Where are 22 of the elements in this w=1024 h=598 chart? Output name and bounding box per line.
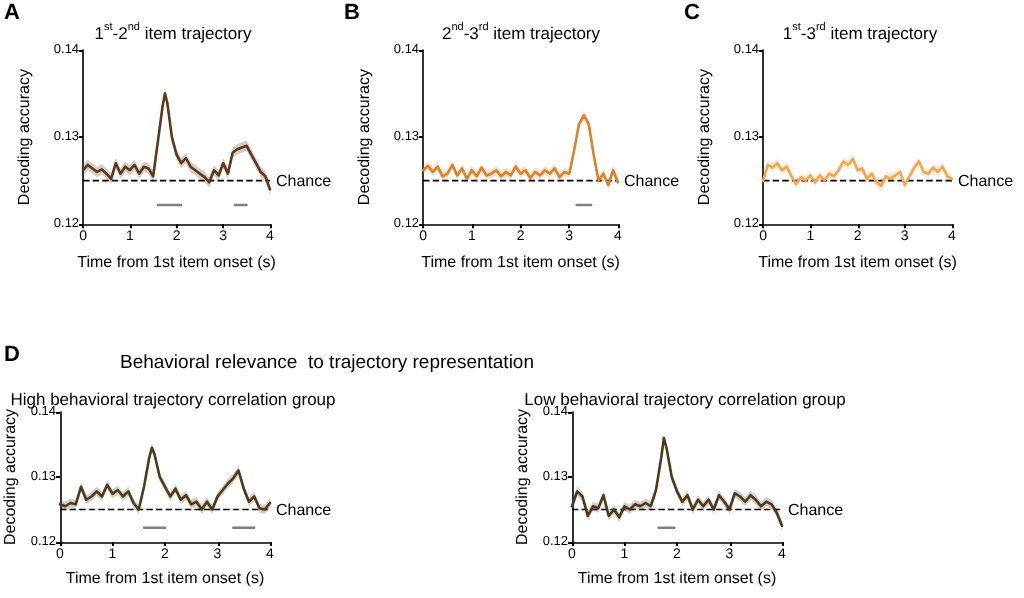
text: B [344,1,360,25]
y-axis-title: Decoding accuracy [695,69,713,206]
text: A [4,1,20,25]
x-axis-title: Time from 1st item onset (s) [65,569,265,587]
x-axis-title: Time from 1st item onset (s) [577,569,777,587]
chart-title: Low behavioral trajectory correlation group [524,389,847,409]
ref-line-label: Chance [276,171,333,190]
y-axis-title: Decoding accuracy [1,408,19,546]
x-axis-title: Time from 1st item onset (s) [758,253,958,271]
text: Behavioral relevance to trajectory representation [120,352,535,374]
y-axis-title: Decoding accuracy [513,408,531,546]
y-axis-title: Decoding accuracy [355,69,373,206]
text: D [4,343,20,367]
x-axis-title: Time from 1st item onset (s) [77,253,277,271]
x-axis-title: Time from 1st item onset (s) [421,253,621,271]
ref-line-label: Chance [788,500,845,519]
ref-line-label: Chance [624,171,681,190]
chart-title: High behavioral trajectory correlation group [10,389,337,409]
text: C [684,1,700,25]
ref-line-label: Chance [276,500,333,519]
ref-line-label: Chance [958,171,1015,190]
y-axis-title: Decoding accuracy [15,69,33,206]
